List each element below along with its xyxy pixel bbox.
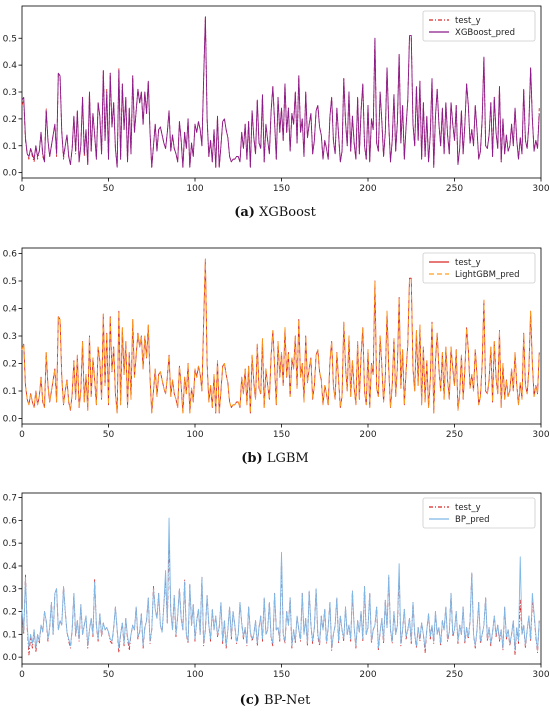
x-tick-label: 300 [532,184,549,194]
caption-xgboost-letter: (a) [234,205,255,220]
x-tick-label: 150 [273,184,290,194]
x-tick-label: 250 [446,184,463,194]
legend-label: XGBoost_pred [455,28,515,38]
lgbm-legend: test_y LightGBM_pred [422,252,536,284]
y-tick-label: 0.0 [3,653,18,663]
y-tick-label: 0.6 [3,516,18,526]
x-tick-label: 50 [103,184,115,194]
caption-lgbm-letter: (b) [241,451,263,466]
series-line-lightgbm-pred [21,258,540,414]
legend-label: BP_pred [455,515,490,525]
x-tick-label: 0 [19,670,25,680]
x-tick-label: 200 [359,670,376,680]
y-tick-label: 0.5 [3,34,17,44]
series-line-xgboost-pred [21,16,540,168]
y-tick-label: 0.4 [3,61,18,71]
caption-lgbm-text: LGBM [266,451,309,466]
x-tick-label: 100 [186,430,203,440]
x-tick-label: 100 [186,670,203,680]
bpnet-chart-panel: 0 50 100 150 200 250 300 0.0 0.1 0.2 0.3 0.4 0.5 0.6 0… [3,492,550,680]
legend-box [422,10,536,42]
y-tick-label: 0.3 [3,88,17,98]
x-tick-label: 200 [359,430,376,440]
lgbm-chart-panel: 0 50 100 150 200 250 300 0.0 0.1 0.2 0.3 0.4 0.5 0.6 t… [3,247,550,440]
y-tick-label: 0.0 [3,169,18,179]
y-tick-label: 0.7 [3,494,17,504]
x-tick-label: 300 [532,430,549,440]
caption-bpnet-letter: (c) [239,693,260,708]
y-tick-label: 0.2 [3,608,17,618]
x-tick-label: 150 [273,430,290,440]
x-tick-label: 200 [359,184,376,194]
y-tick-label: 0.1 [3,142,17,152]
legend-label: test_y [455,503,481,513]
x-tick-label: 0 [19,430,25,440]
x-tick-label: 50 [103,430,115,440]
bpnet-legend: test_y BP_pred [422,497,536,529]
caption-xgboost-text: XGBoost [259,205,316,220]
y-tick-label: 0.3 [3,332,17,342]
y-tick-label: 0.2 [3,115,17,125]
x-tick-label: 250 [446,670,463,680]
xgboost-legend: test_y XGBoost_pred [422,10,536,42]
legend-label: test_y [455,258,481,268]
legend-box [422,497,536,529]
x-tick-label: 300 [532,670,549,680]
legend-label: LightGBM_pred [455,270,520,280]
xgboost-chart-panel: 0 50 100 150 200 250 300 0.0 0.1 0.2 0.3 0.4 0.5 test… [3,5,550,194]
y-tick-label: 0.5 [3,277,17,287]
series-line-bp-pred [21,517,540,651]
y-tick-label: 0.6 [3,250,18,260]
legend-box [422,252,536,284]
caption-xgboost: (a) XGBoost [0,205,550,220]
x-tick-label: 100 [186,184,203,194]
x-tick-label: 50 [103,670,115,680]
y-tick-label: 0.0 [3,415,18,425]
legend-label: test_y [455,16,481,26]
caption-bpnet-text: BP-Net [264,693,311,708]
y-tick-label: 0.1 [3,630,17,640]
y-tick-label: 0.3 [3,585,17,595]
caption-bpnet: (c) BP-Net [0,693,550,708]
y-tick-label: 0.4 [3,562,18,572]
x-tick-label: 0 [19,184,25,194]
y-tick-label: 0.4 [3,305,18,315]
x-tick-label: 250 [446,430,463,440]
caption-lgbm: (b) LGBM [0,451,550,466]
y-tick-label: 0.1 [3,387,17,397]
y-tick-label: 0.2 [3,360,17,370]
x-tick-label: 150 [273,670,290,680]
y-tick-label: 0.5 [3,539,17,549]
